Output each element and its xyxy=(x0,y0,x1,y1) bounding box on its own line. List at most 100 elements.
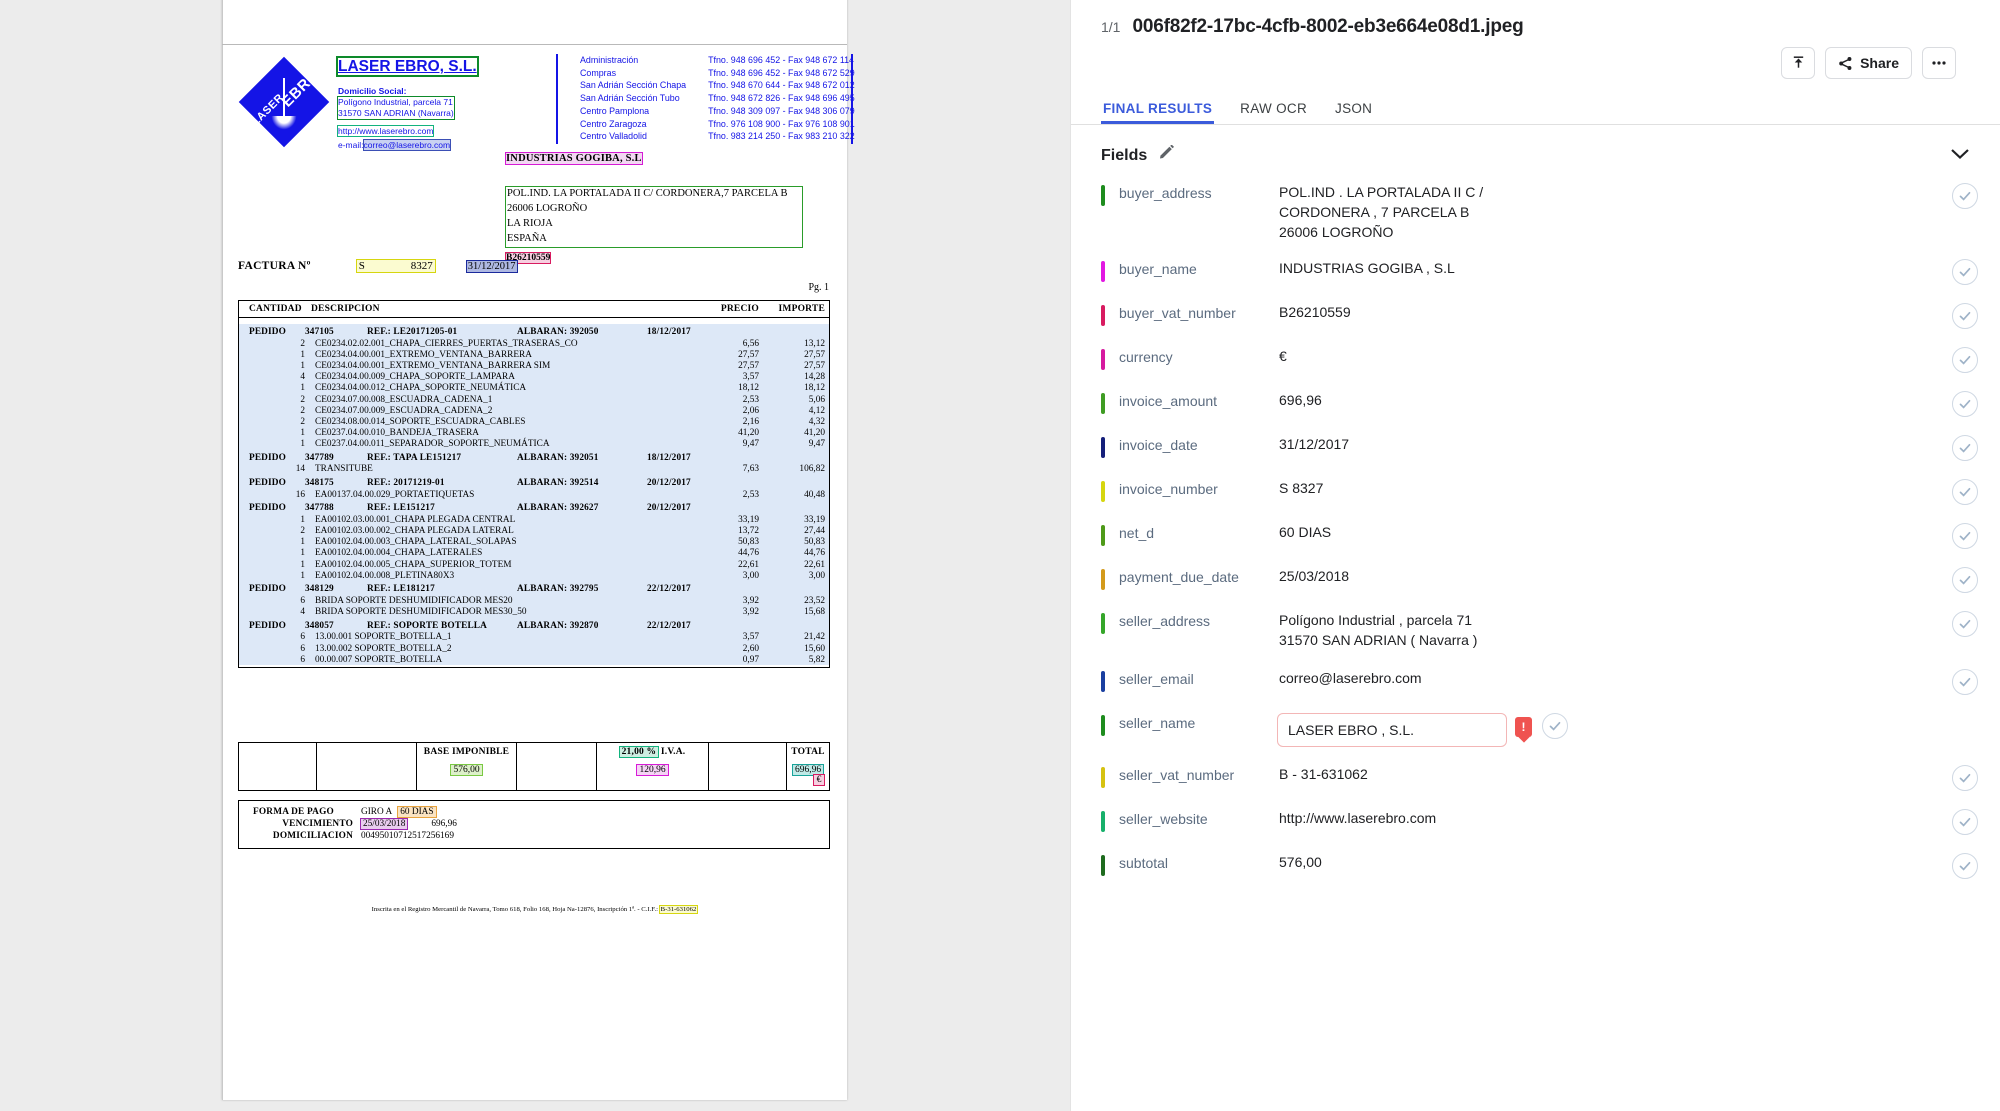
field-color-bar xyxy=(1101,481,1105,502)
field-confirm-check-icon[interactable] xyxy=(1542,712,1568,739)
field-color-bar xyxy=(1101,766,1105,788)
doc-seller-website: http://www.laserebro.com xyxy=(336,124,435,137)
field-value-subtotal: 576,00 xyxy=(1279,853,1322,870)
contact-row: Centro Valladolid Tfno. 983 214 250 - Fax… xyxy=(580,131,855,144)
email-label: e-mail: xyxy=(338,139,364,150)
pencil-icon[interactable] xyxy=(1159,144,1175,166)
field-confirm-check-icon[interactable] xyxy=(1952,611,1978,637)
order-header-row: PEDIDO 347788 REF.: LE151217 ALBARAN: 39262… xyxy=(239,500,829,514)
line-price: 13,72 xyxy=(738,526,759,537)
line-item-row: 16 EA00137.04.00.029_PORTAETIQUETAS 2,53 40… xyxy=(239,489,829,500)
doc-seller-address: Polígono Industrial, parcela 71 31570 SA… xyxy=(337,96,455,120)
field-color-bar xyxy=(1101,525,1105,546)
field-confirm-check-icon[interactable] xyxy=(1952,347,1978,373)
field-row-net_d: net_d 60 DIAS xyxy=(1071,514,2000,558)
invoice-seq: 8327 xyxy=(410,260,433,272)
forma-label: FORMA DE PAGO xyxy=(253,807,334,817)
field-confirm-check-icon[interactable] xyxy=(1952,852,1978,879)
contact-row: Centro Pamplona Tfno. 948 309 097 - Fax 9… xyxy=(580,106,855,119)
share-button[interactable]: Share xyxy=(1825,47,1912,79)
panel-actions: Share xyxy=(1101,47,1970,79)
line-qty: 1 xyxy=(300,537,305,548)
line-price: 18,12 xyxy=(738,383,759,394)
factura-label: FACTURA Nº xyxy=(238,260,311,272)
line-amount: 27,57 xyxy=(804,360,825,371)
order-header-row: PEDIDO 347105 REF.: LE20171205-01 ALBARAN: … xyxy=(239,324,829,338)
field-confirm-check-icon[interactable] xyxy=(1952,303,1978,329)
order-number: 347105 xyxy=(305,327,334,337)
line-amount: 15,60 xyxy=(804,643,825,654)
error-exclamation-icon[interactable]: ! xyxy=(1515,716,1532,737)
field-confirm-check-icon[interactable] xyxy=(1952,259,1978,285)
upload-button[interactable] xyxy=(1781,47,1816,79)
order-date: 18/12/2017 xyxy=(647,327,691,337)
line-amount: 106,82 xyxy=(799,464,825,475)
field-label-invoice_number: invoice_number xyxy=(1119,481,1218,497)
document-viewer[interactable]: LASER EBRO LASER EBRO, S.L. Domicilio So… xyxy=(0,0,1070,1111)
field-confirm-check-icon[interactable] xyxy=(1952,183,1978,209)
line-amount: 5,06 xyxy=(808,394,825,405)
invoice-series: S xyxy=(358,260,365,272)
field-value-seller_website: http://www.laserebro.com xyxy=(1279,809,1437,826)
share-icon xyxy=(1839,56,1852,70)
line-amount: 22,61 xyxy=(804,559,825,570)
line-amount: 41,20 xyxy=(804,428,825,439)
result-tabs[interactable]: FINAL RESULTS RAW OCR JSON xyxy=(1071,101,2000,125)
field-value-invoice_date: 31/12/2017 xyxy=(1279,436,1350,452)
order-label: PEDIDO xyxy=(249,327,287,337)
page-counter: 1/1 xyxy=(1101,19,1121,35)
doc-buyer-name: INDUSTRIAS GOGIBA, S.L xyxy=(505,152,643,165)
line-price: 33,19 xyxy=(738,514,759,525)
field-confirm-check-icon[interactable] xyxy=(1952,435,1978,461)
field-label-buyer_address: buyer_address xyxy=(1119,185,1212,201)
line-item-row: 1 CE0234.04.00.012_CHAPA_SOPORTE_NEUMÁTIC… xyxy=(239,383,829,394)
line-qty: 1 xyxy=(300,559,305,570)
domicilio-label: Domicilio Social: xyxy=(338,86,407,96)
field-confirm-check-icon[interactable] xyxy=(1952,668,1978,695)
col-desc: DESCRIPCION xyxy=(311,304,380,314)
contact-department: Compras xyxy=(580,67,617,78)
tab-raw-ocr[interactable]: RAW OCR xyxy=(1240,101,1308,116)
tab-final-results[interactable]: FINAL RESULTS xyxy=(1101,101,1214,124)
field-confirm-check-icon[interactable] xyxy=(1952,808,1978,835)
logo-burst-icon xyxy=(271,116,297,130)
order-number: 348057 xyxy=(305,620,334,631)
line-amount: 21,42 xyxy=(804,632,825,643)
upload-icon xyxy=(1793,56,1803,68)
order-albaran: ALBARAN: 392050 xyxy=(517,327,599,337)
field-confirm-check-icon[interactable] xyxy=(1952,523,1978,549)
totals-spacer-3 xyxy=(517,743,597,790)
order-label: PEDIDO xyxy=(249,478,287,489)
order-ref: REF.: LE151217 xyxy=(367,503,435,514)
tab-json[interactable]: JSON xyxy=(1335,101,1373,116)
line-price: 44,76 xyxy=(738,548,759,559)
more-options-button[interactable] xyxy=(1922,47,1956,79)
order-group: PEDIDO 347105 REF.: LE20171205-01 ALBARAN: … xyxy=(239,324,829,450)
page-number-label: Pg. 1 xyxy=(808,282,829,293)
line-price: 0,97 xyxy=(742,654,759,665)
order-date: 22/12/2017 xyxy=(647,620,691,631)
contact-phone: Tfno. 948 696 452 - Fax 948 672 114 xyxy=(708,55,854,65)
currency-mark: € xyxy=(812,774,826,786)
line-price: 9,47 xyxy=(742,439,759,450)
field-color-bar xyxy=(1101,714,1105,736)
field-confirm-check-icon[interactable] xyxy=(1952,764,1978,791)
forma-value: GIRO A xyxy=(361,807,393,817)
field-confirm-check-icon[interactable] xyxy=(1952,567,1978,593)
line-item-row: 1 EA00102.04.00.004_CHAPA_LATERALES 44,76 4… xyxy=(239,548,829,559)
field-row-seller_address: seller_address Polígono Industrial , parc… xyxy=(1071,602,2000,660)
field-confirm-check-icon[interactable] xyxy=(1952,391,1978,417)
field-input-seller_name[interactable] xyxy=(1277,712,1507,747)
field-confirm-check-icon[interactable] xyxy=(1952,479,1978,505)
footer-text: Inscrita en el Registro Mercantil de Nav… xyxy=(371,906,660,913)
total-value: 696,96 xyxy=(791,764,825,776)
line-price: 27,57 xyxy=(738,360,759,371)
order-number: 348129 xyxy=(305,584,334,595)
order-label: PEDIDO xyxy=(249,503,287,514)
contact-phone: Tfno. 948 670 644 - Fax 948 672 012 xyxy=(708,80,855,91)
line-description: 00.00.007 SOPORTE_BOTELLA xyxy=(315,654,443,665)
line-price: 41,20 xyxy=(738,428,759,439)
iva-value: 120,96 xyxy=(636,764,669,776)
chevron-down-icon[interactable] xyxy=(1950,147,1970,165)
line-description: BRIDA SOPORTE DESHUMIDIFICADOR MES20 xyxy=(315,595,513,606)
